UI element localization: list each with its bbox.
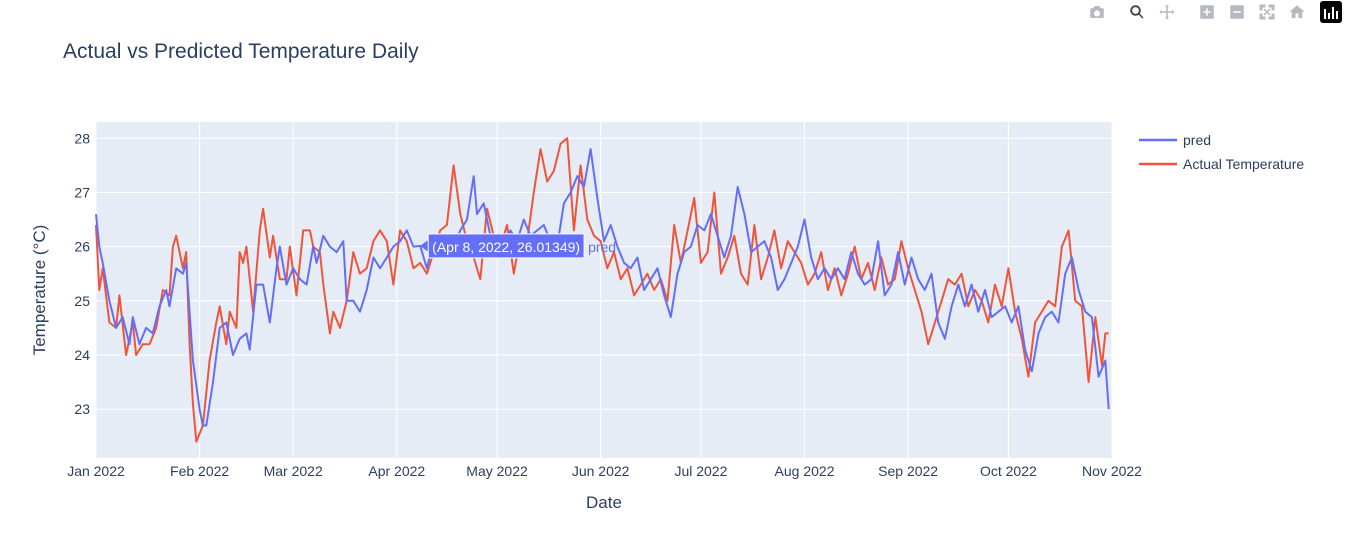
y-axis-label: Temperature (°C) — [30, 225, 49, 356]
y-tick-labels: 23 24 25 26 27 28 — [74, 130, 90, 417]
modebar — [1084, 0, 1342, 24]
series-line-pred — [95, 148, 1110, 427]
x-tick-labels: Jan 2022 Feb 2022 Mar 2022 Apr 2022 May 2022… — [67, 463, 1142, 479]
y-tick-label: 26 — [74, 239, 90, 255]
autoscale-icon — [1259, 4, 1275, 20]
plot-area[interactable] — [96, 122, 1112, 458]
plus-box-icon — [1200, 5, 1214, 19]
x-tick-label: Oct 2022 — [980, 463, 1037, 479]
legend-entry: pred — [1183, 132, 1211, 148]
tooltip-box — [427, 233, 585, 259]
move-arrows-icon — [1159, 4, 1175, 20]
x-tick-label: Feb 2022 — [170, 463, 229, 479]
hover-tooltip: (Apr 8, 2022, 26.01349) pred — [420, 233, 616, 259]
series-lines — [95, 137, 1110, 443]
magnifier-icon — [1130, 5, 1144, 19]
minus-box-icon — [1230, 5, 1244, 19]
x-tick-label: Sep 2022 — [878, 463, 938, 479]
y-tick-label: 24 — [74, 347, 90, 363]
y-tick-label: 28 — [74, 130, 90, 146]
zoom-out-button[interactable] — [1224, 0, 1250, 24]
y-tick-label: 23 — [74, 401, 90, 417]
y-tick-label: 25 — [74, 293, 90, 309]
x-tick-label: Jan 2022 — [67, 463, 125, 479]
plotly-logo-icon[interactable] — [1320, 1, 1342, 23]
download-plot-button[interactable] — [1084, 0, 1110, 24]
home-icon — [1289, 5, 1305, 18]
reset-axes-button[interactable] — [1284, 0, 1310, 24]
tooltip-value: (Apr 8, 2022, 26.01349) — [432, 239, 580, 255]
y-tick-label: 27 — [74, 184, 90, 200]
legend[interactable]: pred Actual Temperature — [1139, 132, 1304, 172]
x-tick-label: Apr 2022 — [368, 463, 425, 479]
x-tick-label: Mar 2022 — [264, 463, 323, 479]
series-line-actual-temperature — [95, 137, 1109, 443]
pan-button[interactable] — [1154, 0, 1180, 24]
x-axis-label: Date — [586, 493, 622, 512]
legend-entry: Actual Temperature — [1183, 156, 1304, 172]
tooltip-arrow — [420, 239, 429, 252]
x-tick-label: Jul 2022 — [674, 463, 727, 479]
x-tick-label: Nov 2022 — [1082, 463, 1142, 479]
camera-icon — [1090, 6, 1104, 18]
x-tick-label: Jun 2022 — [572, 463, 630, 479]
autoscale-button[interactable] — [1254, 0, 1280, 24]
x-tick-label: Aug 2022 — [775, 463, 835, 479]
zoom-in-button[interactable] — [1194, 0, 1220, 24]
zoom-button[interactable] — [1124, 0, 1150, 24]
x-tick-label: May 2022 — [466, 463, 528, 479]
chart-title: Actual vs Predicted Temperature Daily — [63, 40, 419, 63]
tooltip-series-name: pred — [588, 239, 616, 255]
